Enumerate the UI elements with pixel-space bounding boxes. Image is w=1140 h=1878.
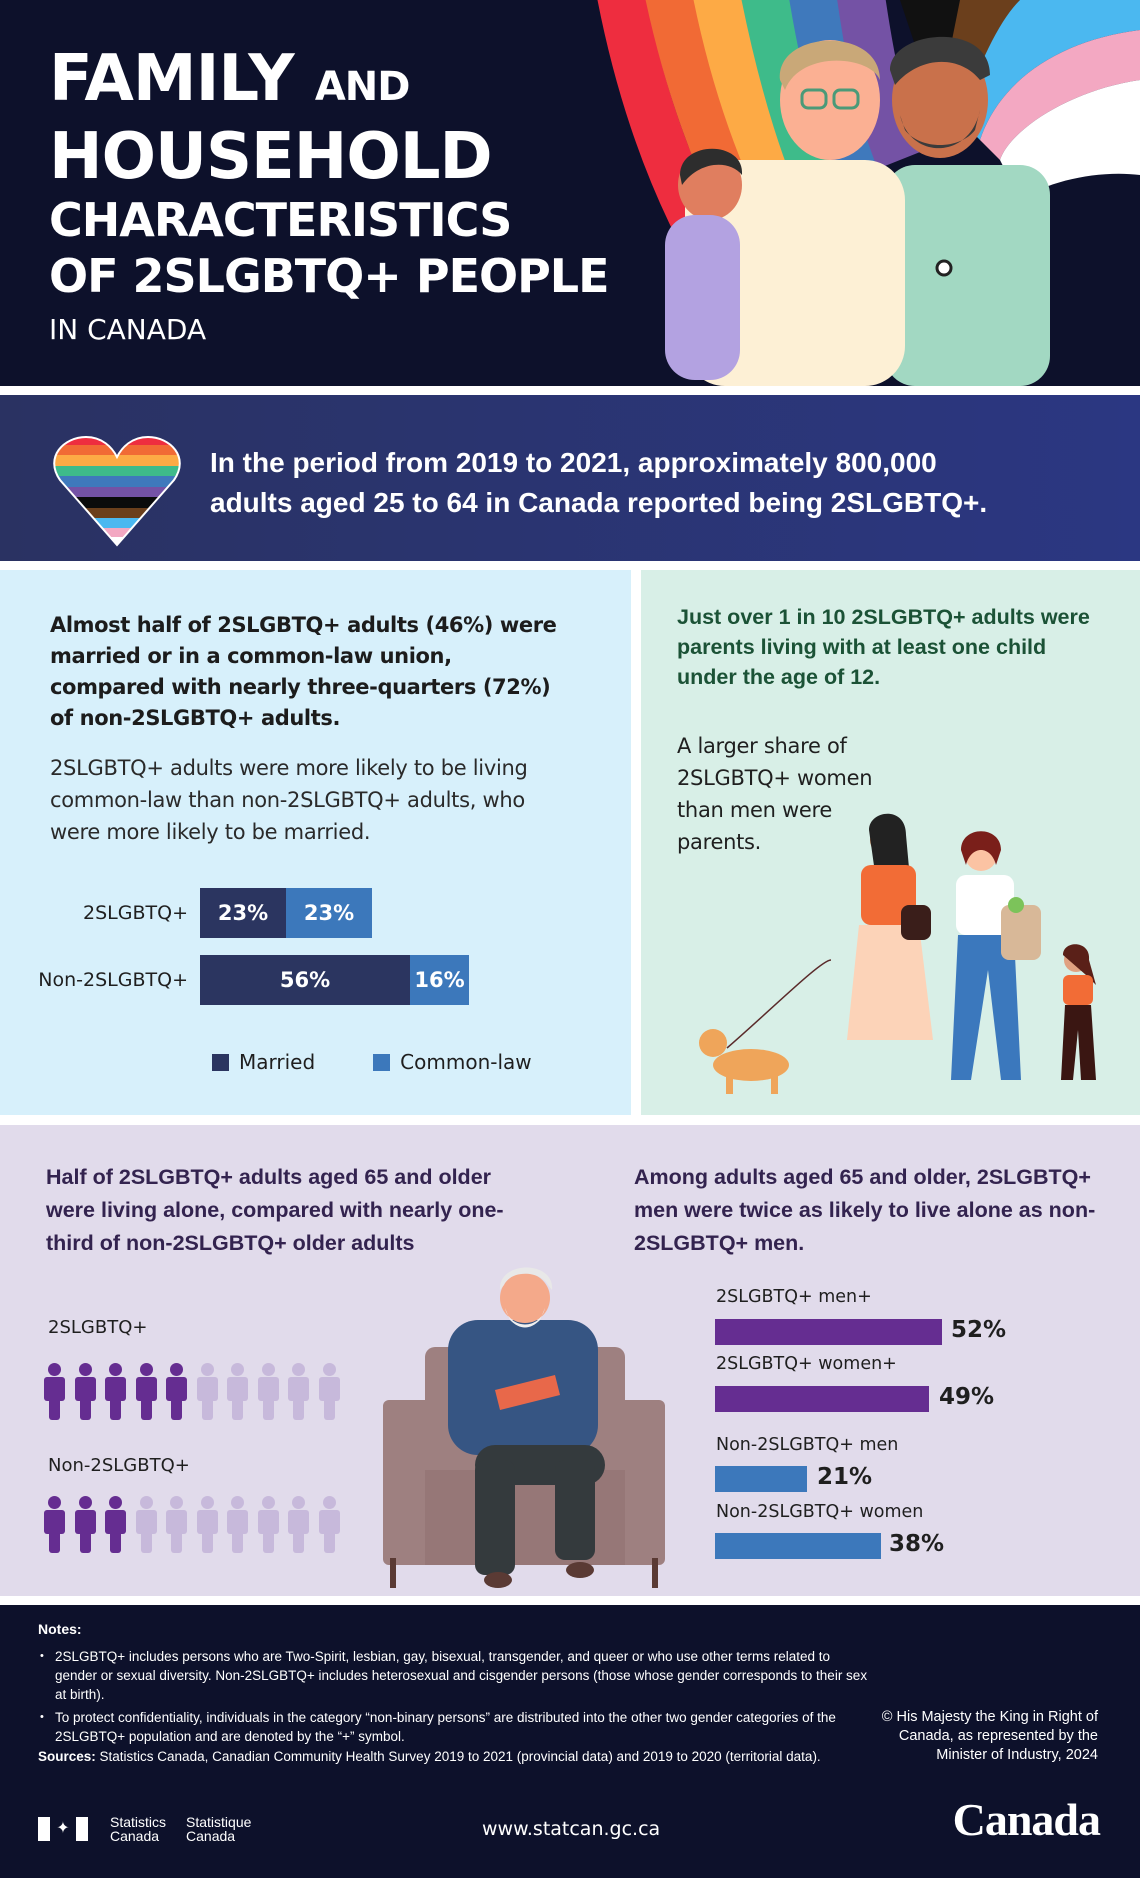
bar-label: 2SLGBTQ+: [83, 902, 188, 924]
title-subtitle: IN CANADA: [49, 313, 207, 346]
parents-body: A larger share of 2SLGBTQ+ women than me…: [677, 734, 873, 854]
person-icon: [105, 1496, 126, 1553]
notes-title: Notes:: [38, 1621, 82, 1637]
pictogram-label-2slgbtq: 2SLGBTQ+: [48, 1317, 148, 1338]
family-walking-with-dog-illustration-icon: [699, 813, 1096, 1094]
note-item: To protect confidentiality, individuals …: [38, 1708, 868, 1746]
marital-status-panel: Almost half of 2SLGBTQ+ adults (46%) wer…: [0, 570, 631, 1115]
agency-fr-line-1: Statistique: [186, 1814, 252, 1830]
person-icon: [74, 1496, 96, 1553]
hbar-2slgbtq-women: [715, 1386, 929, 1412]
person-icon: [227, 1496, 248, 1553]
marital-bar-row-2slgbtq: 2SLGBTQ+ 23% 23%: [0, 888, 372, 938]
parents-headline: Just over 1 in 10 2SLGBTQ+ adults were p…: [677, 605, 1090, 689]
banner-line-1: In the period from 2019 to 2021, approxi…: [210, 447, 937, 478]
title-characteristics: CHARACTERISTICS: [49, 193, 512, 247]
page-title: FAMILY AND HOUSEHOLD CHARACTERISTICS OF …: [49, 42, 610, 352]
website-link[interactable]: www.statcan.gc.ca: [482, 1818, 661, 1840]
copyright: © His Majesty the King in Right of Canad…: [881, 1709, 1098, 1763]
banner-line-2: adults aged 25 to 64 in Canada reported …: [210, 487, 988, 518]
hbar-value-non-2slgbtq-women: 38%: [889, 1531, 945, 1557]
person-icon: [196, 1363, 218, 1420]
sources-text: Statistics Canada, Canadian Community He…: [95, 1749, 821, 1764]
legend-married: Married: [239, 1050, 316, 1074]
hbar-label-2slgbtq-women: 2SLGBTQ+ women+: [716, 1354, 897, 1374]
person-icon: [166, 1496, 187, 1553]
person-icon: [257, 1496, 279, 1553]
common-law-swatch-icon: [373, 1053, 391, 1071]
canada-wordmark: Canada: [952, 1794, 1101, 1845]
person-icon: [74, 1363, 96, 1420]
person-icon: [288, 1496, 309, 1553]
legend-common-law: Common-law: [400, 1050, 532, 1074]
marital-bar-row-non-2slgbtq: Non-2SLGBTQ+ 56% 16%: [0, 955, 469, 1005]
pictogram-row-non-2slgbtq: [44, 1496, 340, 1553]
title-and: AND: [314, 64, 411, 110]
hbar-2slgbtq-men: [715, 1319, 942, 1345]
person-icon: [166, 1363, 187, 1420]
bar-label: Non-2SLGBTQ+: [38, 969, 188, 991]
common-law-segment: 23%: [286, 888, 372, 938]
notes-list: 2SLGBTQ+ includes persons who are Two-Sp…: [38, 1647, 868, 1750]
marital-legend: Married Common-law: [212, 1050, 532, 1074]
title-family: FAMILY: [49, 42, 295, 116]
person-icon: [318, 1496, 340, 1553]
two-dads-with-baby-illustration-icon: [597, 0, 1140, 386]
agency-en-line-2: Canada: [110, 1828, 160, 1844]
married-segment: 56%: [200, 955, 410, 1005]
person-icon: [135, 1496, 157, 1553]
parents-panel: Just over 1 in 10 2SLGBTQ+ adults were p…: [641, 570, 1140, 1115]
title-household: HOUSEHOLD: [49, 120, 493, 194]
sources: Sources: Statistics Canada, Canadian Com…: [38, 1749, 821, 1764]
agency-fr-line-2: Canada: [186, 1828, 236, 1844]
hbar-value-non-2slgbtq-men: 21%: [817, 1464, 873, 1490]
sources-label: Sources:: [38, 1749, 96, 1764]
person-icon: [44, 1496, 65, 1553]
agency-name-en: Statistics Canada: [110, 1815, 166, 1843]
pictogram-label-non-2slgbtq: Non-2SLGBTQ+: [48, 1455, 190, 1476]
title-people: OF 2SLGBTQ+ PEOPLE: [49, 249, 610, 303]
hbar-value-2slgbtq-men: 52%: [951, 1317, 1007, 1343]
person-icon: [196, 1496, 218, 1553]
hbar-non-2slgbtq-women: [715, 1533, 881, 1559]
header: FAMILY AND HOUSEHOLD CHARACTERISTICS OF …: [0, 0, 1140, 386]
common-law-segment: 16%: [410, 955, 469, 1005]
note-item: 2SLGBTQ+ includes persons who are Two-Sp…: [38, 1647, 868, 1704]
hbar-value-2slgbtq-women: 49%: [939, 1384, 995, 1410]
person-icon: [105, 1363, 126, 1420]
person-icon: [288, 1363, 309, 1420]
married-swatch-icon: [212, 1053, 229, 1071]
marital-body: 2SLGBTQ+ adults were more likely to be l…: [50, 756, 528, 844]
person-icon: [44, 1363, 65, 1420]
person-icon: [227, 1363, 248, 1420]
agency-en-line-1: Statistics: [110, 1814, 167, 1830]
pictogram-row-2slgbtq: [44, 1363, 340, 1420]
statistics-canada-logo[interactable]: ✦ Statistics Canada Statistique Canada: [38, 1815, 251, 1843]
key-stat-banner: In the period from 2019 to 2021, approxi…: [0, 395, 1140, 561]
married-segment: 23%: [200, 888, 286, 938]
pride-heart-icon: [53, 435, 181, 547]
canada-flag-icon: ✦: [38, 1817, 88, 1841]
person-icon: [257, 1363, 279, 1420]
hbar-label-non-2slgbtq-men: Non-2SLGBTQ+ men: [716, 1435, 899, 1455]
living-alone-headline: Half of 2SLGBTQ+ adults aged 65 and olde…: [46, 1165, 504, 1255]
hbar-label-non-2slgbtq-women: Non-2SLGBTQ+ women: [716, 1502, 924, 1522]
footer: Notes: 2SLGBTQ+ includes persons who are…: [0, 1605, 1140, 1878]
hbar-non-2slgbtq-men: [715, 1466, 807, 1492]
older-man-reading-illustration-icon: [383, 1267, 665, 1588]
marital-headline: Almost half of 2SLGBTQ+ adults (46%) wer…: [50, 613, 557, 730]
person-icon: [318, 1363, 340, 1420]
living-alone-gender-headline: Among adults aged 65 and older, 2SLGBTQ+…: [634, 1165, 1096, 1255]
person-icon: [135, 1363, 157, 1420]
living-alone-section: Half of 2SLGBTQ+ adults aged 65 and olde…: [0, 1125, 1140, 1596]
hbar-label-2slgbtq-men: 2SLGBTQ+ men+: [716, 1287, 872, 1307]
banner-statement: In the period from 2019 to 2021, approxi…: [210, 443, 987, 523]
agency-name-fr: Statistique Canada: [186, 1815, 251, 1843]
